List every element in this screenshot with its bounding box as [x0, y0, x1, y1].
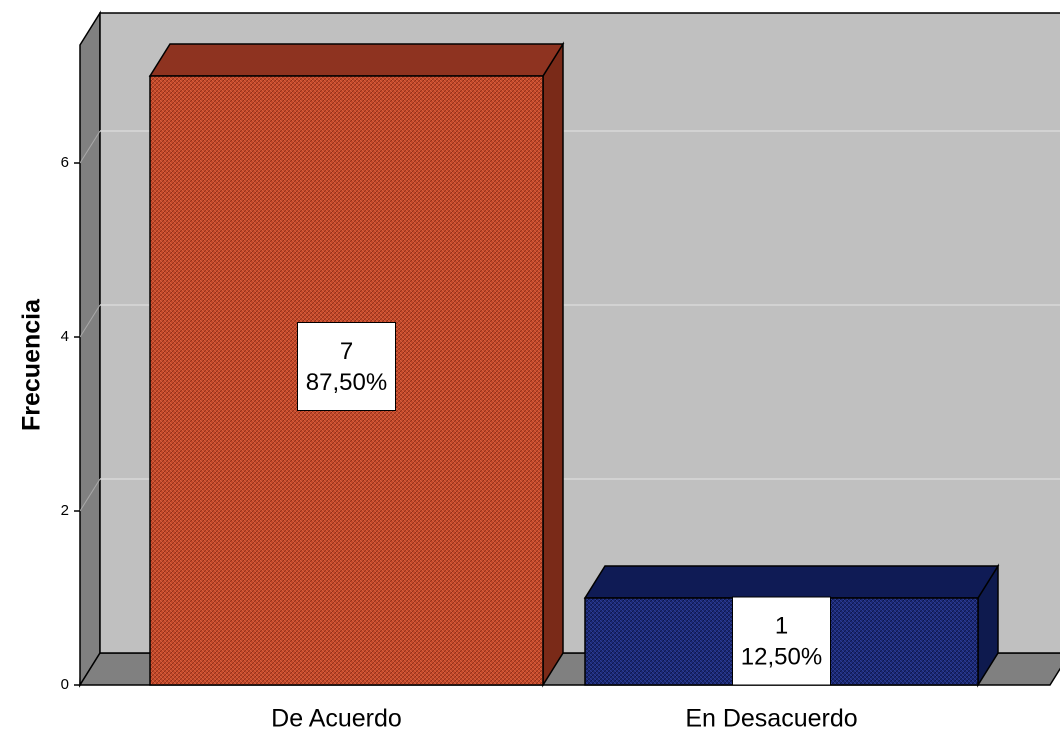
bar-2: 1 12,50%	[583, 563, 1000, 688]
y-axis-ticks: 0 2 4 6	[61, 154, 80, 693]
y-axis-label: Frecuencia	[18, 298, 46, 431]
gridline-side	[79, 304, 101, 338]
x-category-label: En Desacuerdo	[685, 705, 857, 733]
gridline-side	[79, 130, 101, 164]
data-label-value: 1	[775, 612, 788, 639]
data-label: 1 12,50%	[732, 596, 831, 686]
data-label-percent: 12,50%	[741, 643, 822, 670]
x-category-label: De Acuerdo	[271, 705, 402, 733]
data-label-box	[297, 322, 396, 411]
y-tick-label: 6	[61, 154, 69, 171]
data-label-box	[732, 596, 831, 686]
bars: 7 87,50% 1 12,50%	[148, 41, 1000, 688]
y-tick-label: 4	[61, 328, 69, 345]
data-label-percent: 87,50%	[306, 369, 387, 396]
data-label-value: 7	[340, 338, 353, 365]
bar-top	[583, 565, 1000, 599]
bar-side	[542, 41, 564, 688]
y-tick-label: 2	[61, 502, 69, 519]
y-tick-label: 0	[61, 676, 69, 693]
left-wall-face	[79, 10, 101, 688]
bar-1: 7 87,50%	[148, 41, 565, 688]
gridline-side	[79, 478, 101, 512]
bar-top	[148, 43, 565, 77]
data-label: 7 87,50%	[297, 322, 396, 411]
x-axis-labels: De Acuerdo En Desacuerdo	[271, 705, 857, 733]
